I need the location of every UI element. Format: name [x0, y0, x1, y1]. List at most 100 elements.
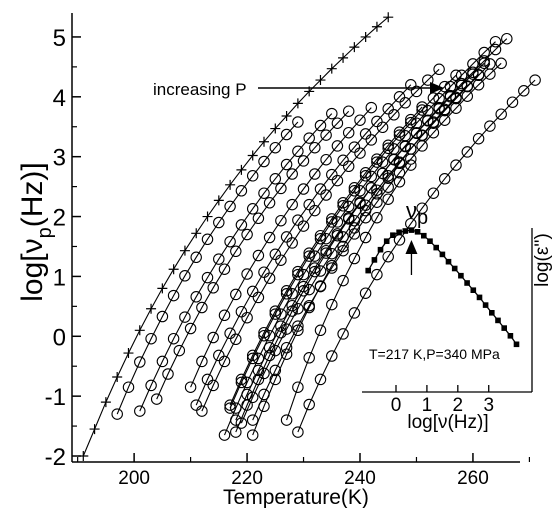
data-point-circle	[331, 216, 344, 228]
data-point-circle	[246, 429, 259, 441]
series-17	[292, 74, 541, 438]
data-point-circle	[297, 220, 310, 232]
data-point-circle	[405, 79, 417, 91]
data-point-circle	[196, 405, 208, 417]
inset-y-axis-label: log(ε'')	[532, 233, 553, 287]
data-point-circle	[275, 320, 287, 332]
data-point-circle	[286, 198, 298, 211]
data-point-circle	[309, 265, 321, 278]
data-point-circle	[359, 128, 372, 140]
data-point-circle	[224, 327, 236, 340]
data-point-circle	[371, 188, 383, 200]
inset-data-point	[383, 238, 390, 244]
data-point-circle	[292, 381, 304, 393]
data-point-circle	[263, 231, 276, 244]
data-point-circle	[303, 132, 315, 144]
series-line	[201, 68, 440, 412]
data-point-circle	[314, 229, 327, 242]
y-tick-label: -1	[45, 384, 66, 411]
data-point-circle	[489, 43, 502, 56]
data-point-circle	[478, 55, 490, 67]
series-line	[252, 62, 502, 421]
inset-data-point	[501, 325, 507, 331]
series-line	[156, 110, 350, 400]
data-point-circle	[263, 329, 276, 342]
data-point-circle	[359, 170, 372, 182]
data-point-circle	[342, 105, 355, 117]
data-point-circle	[422, 74, 434, 86]
data-point-circle	[252, 352, 265, 365]
data-point-circle	[134, 356, 146, 368]
data-point-circle	[416, 202, 428, 214]
data-point-circle	[342, 213, 355, 225]
data-point-circle	[489, 35, 502, 48]
data-point-circle	[472, 68, 485, 81]
data-point-circle	[495, 108, 507, 120]
series-line	[297, 79, 536, 433]
data-point-circle	[292, 116, 304, 128]
data-point-circle	[320, 189, 332, 201]
inset-data-point	[470, 287, 477, 293]
data-point-circle	[275, 182, 287, 195]
data-point-circle	[354, 197, 366, 210]
data-point-plus	[371, 21, 382, 32]
data-point-circle	[224, 399, 236, 411]
data-point-circle	[433, 101, 445, 114]
data-point-circle	[303, 398, 315, 411]
x-tick-label: 240	[344, 468, 376, 489]
data-point-circle	[314, 324, 327, 337]
data-point-circle	[297, 183, 310, 195]
data-point-circle	[309, 204, 321, 217]
data-point-plus	[202, 211, 213, 222]
data-point-circle	[280, 323, 293, 335]
data-point-circle	[354, 114, 366, 126]
data-point-circle	[331, 229, 344, 242]
data-point-circle	[213, 216, 225, 229]
data-point-circle	[326, 247, 338, 260]
data-point-circle	[444, 89, 457, 102]
data-point-plus	[78, 451, 89, 462]
data-point-plus	[191, 228, 202, 239]
data-point-circle	[292, 265, 304, 278]
data-point-circle	[382, 181, 394, 193]
data-point-circle	[393, 176, 406, 188]
data-point-circle	[241, 268, 253, 280]
data-point-plus	[157, 283, 168, 294]
data-point-circle	[150, 393, 163, 405]
x-tick-label: 200	[118, 468, 150, 489]
data-point-circle	[280, 158, 293, 171]
data-point-circle	[213, 253, 225, 265]
data-point-circle	[422, 104, 434, 117]
data-point-circle	[145, 332, 157, 345]
data-point-circle	[405, 159, 417, 171]
x-axis-label: Temperature(K)	[223, 486, 369, 508]
series-15	[246, 68, 485, 441]
data-point-circle	[382, 193, 394, 205]
data-point-circle	[365, 101, 378, 114]
data-point-circle	[495, 57, 507, 70]
data-point-circle	[275, 326, 287, 339]
data-point-circle	[331, 174, 344, 187]
y-tick-label: 5	[53, 25, 66, 52]
data-point-plus	[292, 98, 303, 109]
inset-data-point	[402, 228, 409, 234]
data-point-circle	[213, 349, 225, 362]
data-point-plus	[349, 42, 360, 53]
data-point-circle	[331, 140, 344, 152]
data-point-circle	[286, 305, 298, 317]
data-point-circle	[399, 140, 411, 152]
data-point-circle	[393, 157, 406, 170]
inset-data-point	[371, 257, 378, 263]
data-point-plus	[134, 325, 145, 336]
data-point-circle	[235, 373, 248, 386]
data-point-circle	[320, 129, 332, 141]
inset-data-point	[513, 341, 520, 348]
data-series	[78, 12, 541, 462]
y-tick-label: 1	[53, 264, 66, 291]
data-point-circle	[241, 376, 253, 389]
data-point-circle	[230, 402, 242, 414]
x-ticks: 200 220 240 260	[77, 453, 531, 489]
data-point-plus	[338, 52, 349, 63]
